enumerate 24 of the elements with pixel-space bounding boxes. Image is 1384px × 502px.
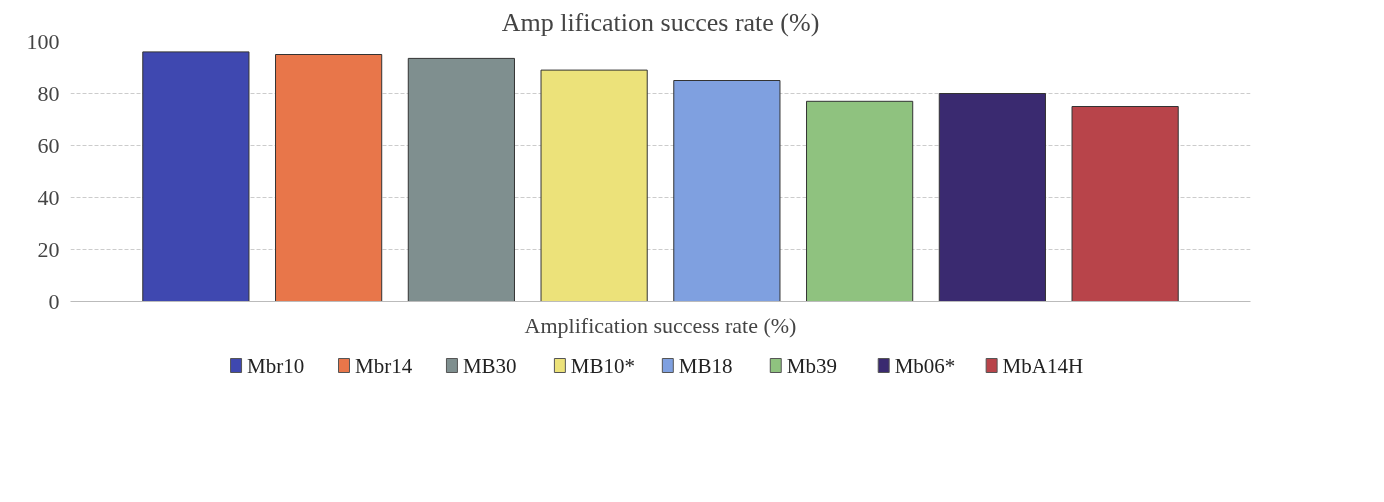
bar — [673, 80, 781, 302]
y-tick-label: 100 — [26, 28, 60, 54]
y-tick-label: 80 — [37, 80, 60, 106]
y-tick-label: 60 — [37, 132, 60, 158]
bar — [806, 100, 914, 302]
legend-label: Mb39 — [786, 353, 837, 378]
y-tick-label: 0 — [48, 288, 60, 314]
legend-label: MB10* — [570, 353, 636, 378]
bar — [938, 93, 1046, 302]
legend-label: MB30 — [462, 353, 517, 378]
legend-label: MB18 — [678, 353, 733, 378]
legend-label: Mb06* — [894, 353, 956, 378]
bar — [540, 69, 648, 302]
legend-label: MbA14H — [1002, 353, 1084, 378]
legend-label: Mbr14 — [354, 353, 413, 378]
y-tick-label: 20 — [37, 236, 60, 262]
chart-title: Amp lification succes rate (%) — [501, 7, 820, 37]
y-tick-label: 40 — [37, 184, 60, 210]
bar — [142, 51, 250, 302]
x-axis-title: Amplification success rate (%) — [524, 312, 797, 338]
bar — [275, 54, 383, 302]
bar — [1071, 106, 1179, 302]
bar — [407, 57, 515, 302]
legend-label: Mbr10 — [247, 353, 305, 378]
